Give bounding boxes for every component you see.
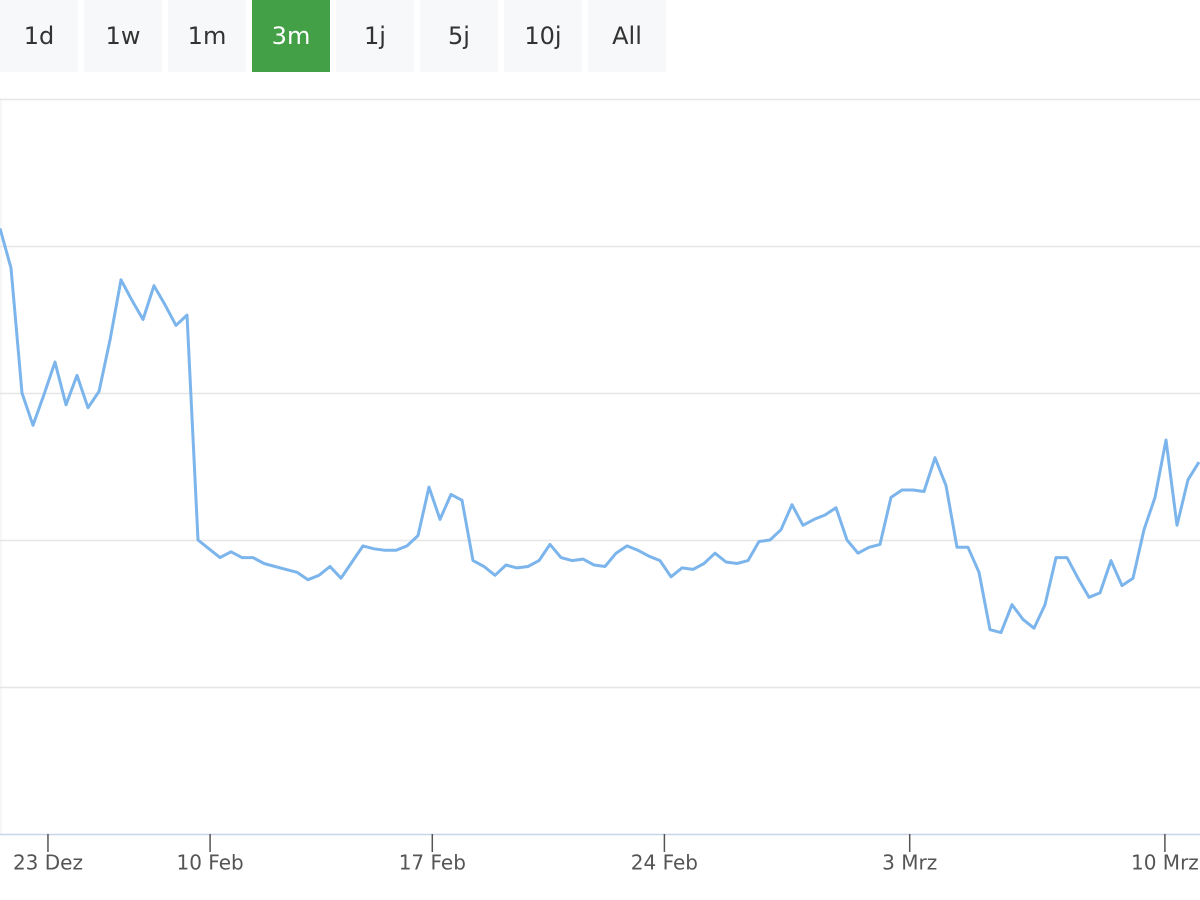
- x-tick-label: 3 Mrz: [882, 851, 937, 875]
- range-button[interactable]: 10j: [504, 0, 582, 72]
- range-button[interactable]: All: [588, 0, 666, 72]
- range-button[interactable]: 3m: [252, 0, 330, 72]
- price-line: [0, 227, 1200, 635]
- x-tick-label: 24 Feb: [631, 851, 698, 875]
- range-button[interactable]: 5j: [420, 0, 498, 72]
- range-button[interactable]: 1m: [168, 0, 246, 72]
- x-tick-label: 10 Feb: [176, 851, 243, 875]
- x-tick-label: 23 Dez: [13, 851, 83, 875]
- x-tick-label: 10 Mrz: [1131, 851, 1199, 875]
- range-button[interactable]: 1j: [336, 0, 414, 72]
- range-button[interactable]: 1d: [0, 0, 78, 72]
- x-tick-label: 17 Feb: [399, 851, 466, 875]
- range-button[interactable]: 1w: [84, 0, 162, 72]
